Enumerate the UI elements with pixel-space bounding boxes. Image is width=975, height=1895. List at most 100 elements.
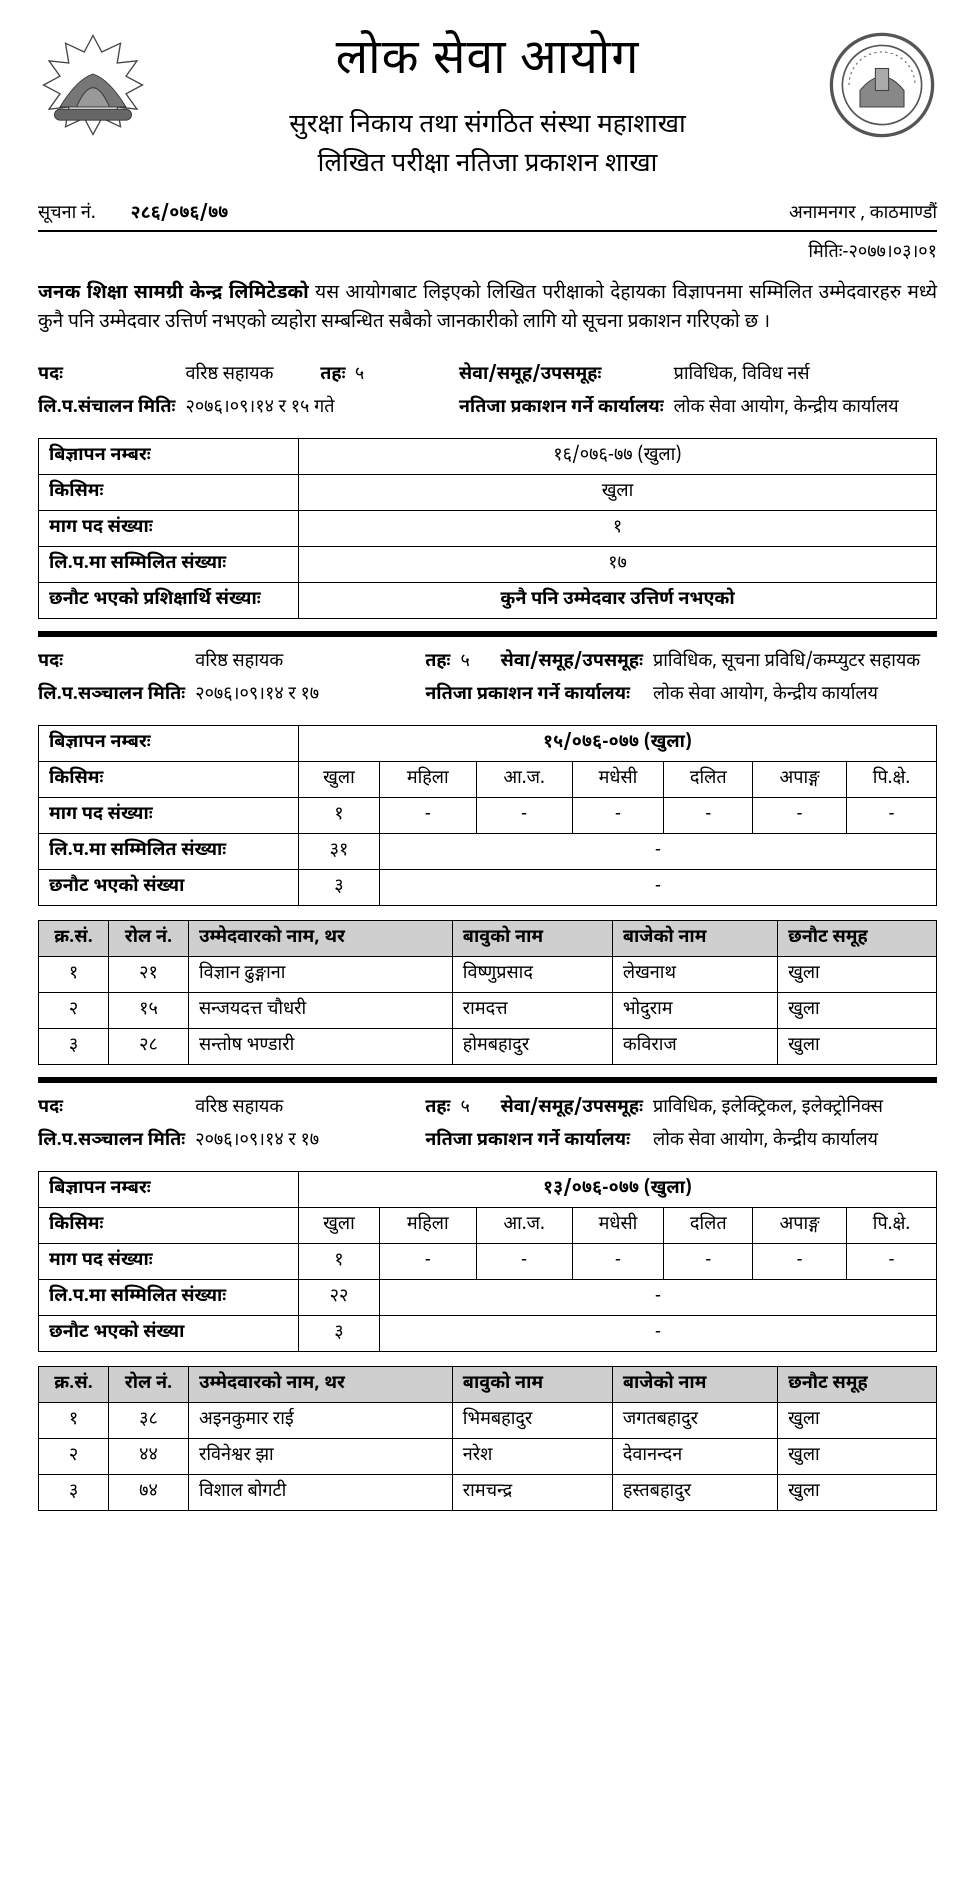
h-group: छनौट समूह [778,920,937,956]
cat-h: आ.ज. [476,761,572,797]
sub-title-2: लिखित परीक्षा नतिजा प्रकाशन शाखा [148,146,827,185]
s2-level-label: तहः [425,651,450,674]
section2-meta: पदः वरिष्ठ सहायक तहः ५ सेवा/समूह/उपसमूहः… [38,651,937,707]
cell: - [572,797,664,833]
s2-selected-label: छनौट भएको संख्या [39,869,299,905]
s3-svc: प्राविधिक, इलेक्ट्रिकल, इलेक्ट्रोनिक्स [653,1097,937,1120]
s2-demand-label: माग पद संख्याः [39,797,299,833]
s3-appeared-row: लि.प.मा सम्मिलित संख्याः २२ - [39,1279,937,1315]
cell: - [379,1243,476,1279]
cell-sn: ३ [39,1028,109,1064]
s1-post: वरिष्ठ सहायक [185,364,273,387]
s2-cat-row: किसिमः खुला महिला आ.ज. मधेसी दलित अपाङ्ग… [39,761,937,797]
table-row: ३२८सन्तोष भण्डारीहोमबहादुरकविराजखुला [39,1028,937,1064]
document-page: लोक सेवा आयोग सुरक्षा निकाय तथा संगठित स… [0,0,975,1531]
h-roll: रोल नं. [109,1366,189,1402]
s3-kisim-label: किसिमः [39,1207,299,1243]
s3-adv-no: १३/०७६-०७७ (खुला) [299,1171,937,1207]
kisim-label: किसिमः [39,474,299,510]
s3-adv-label: बिज्ञापन नम्बरः [39,1171,299,1207]
cell-sn: १ [39,956,109,992]
cell-group: खुला [778,1402,937,1438]
cell-father: विष्णुप्रसाद [452,956,612,992]
s2-appeared-rest: - [379,833,936,869]
cell-group: खुला [778,1474,937,1510]
cell: - [847,1243,937,1279]
notice-no-value: २८६/०७६/७७ [130,203,228,226]
s3-pub: लोक सेवा आयोग, केन्द्रीय कार्यालय [653,1130,937,1153]
s2-adv-label: बिज्ञापन नम्बरः [39,725,299,761]
cat-h: दलित [664,761,753,797]
cell-roll: २८ [109,1028,189,1064]
meta-post-label: पदः [38,364,175,387]
section-divider [38,1077,937,1083]
section3-meta: पदः वरिष्ठ सहायक तहः ५ सेवा/समूह/उपसमूहः… [38,1097,937,1153]
h-gfather: बाजेको नाम [612,1366,777,1402]
cell-name: सन्तोष भण्डारी [189,1028,453,1064]
s3-selected-rest: - [379,1315,936,1351]
h-name: उम्मेदवारको नाम, थर [189,920,453,956]
cell-group: खुला [778,992,937,1028]
s3-demand-label: माग पद संख्याः [39,1243,299,1279]
s3-appeared-rest: - [379,1279,936,1315]
intro-org: जनक शिक्षा सामग्री केन्द्र लिमिटेडको [38,281,309,306]
h-group: छनौट समूह [778,1366,937,1402]
s3-examdate-label: लि.प.सञ्चालन मितिः [38,1130,185,1153]
meta-level-label: तहः [320,364,345,387]
s3-post: वरिष्ठ सहायक [195,1097,415,1120]
cell-father: रामचन्द्र [452,1474,612,1510]
s1-pub: लोक सेवा आयोग, केन्द्रीय कार्यालय [674,397,937,420]
cell-name: सन्जयदत्त चौधरी [189,992,453,1028]
cell-name: विज्ञान ढुङ्गाना [189,956,453,992]
cell: - [476,1243,572,1279]
cell-gfather: लेखनाथ [612,956,777,992]
s1-demand: १ [299,510,937,546]
cell-father: रामदत्त [452,992,612,1028]
section2-adv-table: बिज्ञापन नम्बरः १५/०७६-०७७ (खुला) किसिमः… [38,725,937,906]
main-title: लोक सेवा आयोग [148,30,827,93]
section1-meta: पदः वरिष्ठ सहायक तहः ५ सेवा/समूह/उपसमूहः… [38,364,937,420]
s2-post: वरिष्ठ सहायक [195,651,415,674]
s3-post-label: पदः [38,1097,185,1120]
s1-kisim: खुला [299,474,937,510]
s2-pub: लोक सेवा आयोग, केन्द्रीय कार्यालय [653,684,937,707]
cell-group: खुला [778,956,937,992]
cell: - [664,797,753,833]
cat-h: महिला [379,1207,476,1243]
s3-appeared-label: लि.प.मा सम्मिलित संख्याः [39,1279,299,1315]
h-father: बावुको नाम [452,1366,612,1402]
table-row: १३८अइनकुमार राईभिमबहादुरजगतबहादुरखुला [39,1402,937,1438]
s2-level: ५ [460,651,490,674]
s2-post-label: पदः [38,651,185,674]
h-name: उम्मेदवारको नाम, थर [189,1366,453,1402]
section-divider [38,631,937,637]
cat-h: मधेसी [572,761,664,797]
cell: - [379,797,476,833]
table-row: १२१विज्ञान ढुङ्गानाविष्णुप्रसादलेखनाथखुल… [39,956,937,992]
cell: - [664,1243,753,1279]
s3-level-label: तहः [425,1097,450,1120]
s2-demand-row: माग पद संख्याः १ - - - - - - [39,797,937,833]
s3-appeared: २२ [299,1279,380,1315]
meta-examdate-label: लि.प.संचालन मितिः [38,397,175,420]
cell: - [753,1243,847,1279]
intro-paragraph: जनक शिक्षा सामग्री केन्द्र लिमिटेडको यस … [38,279,937,338]
cell-group: खुला [778,1028,937,1064]
cell-gfather: भोदुराम [612,992,777,1028]
table-row: २१५सन्जयदत्त चौधरीरामदत्तभोदुरामखुला [39,992,937,1028]
cell-sn: २ [39,1438,109,1474]
s2-appeared-row: लि.प.मा सम्मिलित संख्याः ३१ - [39,833,937,869]
appeared-label: लि.प.मा सम्मिलित संख्याः [39,546,299,582]
cat-h: अपाङ्ग [753,761,847,797]
cell: - [572,1243,664,1279]
s2-appeared-label: लि.प.मा सम्मिलित संख्याः [39,833,299,869]
cell-gfather: हस्तबहादुर [612,1474,777,1510]
cat-h: अपाङ्ग [753,1207,847,1243]
cell-father: नरेश [452,1438,612,1474]
h-sn: क्र.सं. [39,920,109,956]
s2-svc: प्राविधिक, सूचना प्रविधि/कम्प्युटर सहायक [653,651,937,674]
h-sn: क्र.सं. [39,1366,109,1402]
meta-svc-label: सेवा/समूह/उपसमूहः [459,364,664,387]
section3-candidate-table: क्र.सं. रोल नं. उम्मेदवारको नाम, थर बावु… [38,1366,937,1511]
cat-h: मधेसी [572,1207,664,1243]
